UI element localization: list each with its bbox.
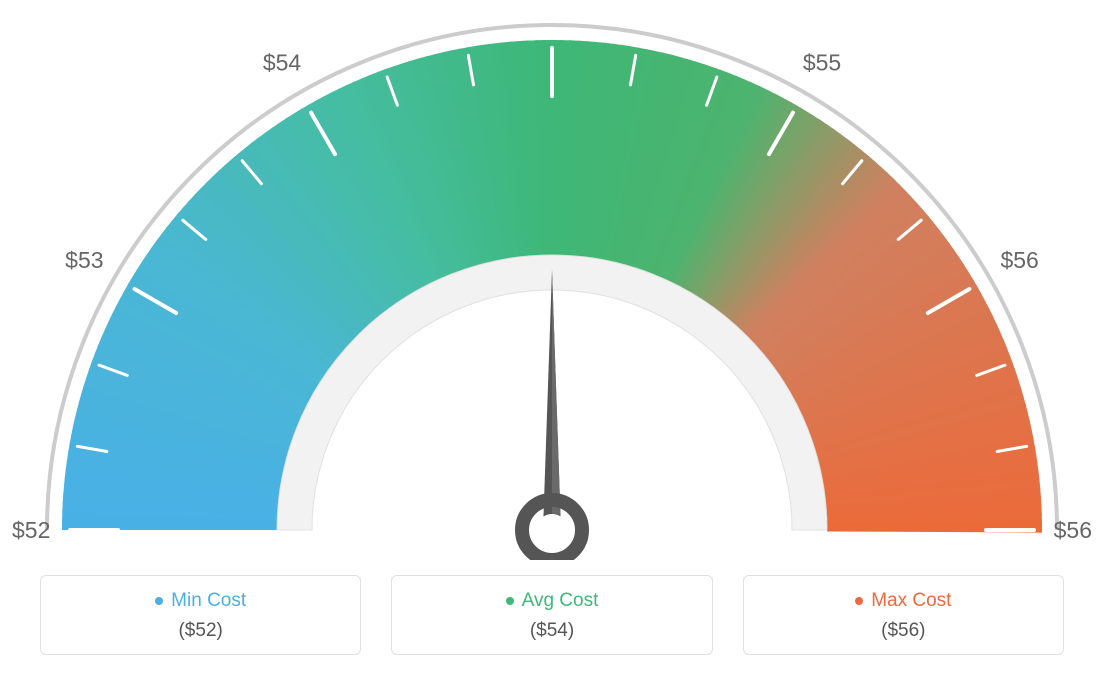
gauge: $52$53$54$54$55$56$56 (0, 0, 1104, 560)
legend-min-label: Min Cost (171, 590, 246, 612)
legend-avg-value: ($54) (404, 620, 699, 642)
legend-avg-dot (506, 597, 514, 605)
legend-min-title: Min Cost (155, 590, 246, 612)
legend-max-value: ($56) (756, 620, 1051, 642)
svg-text:$54: $54 (263, 49, 302, 75)
legend-row: Min Cost ($52) Avg Cost ($54) Max Cost (… (40, 575, 1064, 655)
svg-text:$53: $53 (65, 247, 103, 273)
legend-max-dot (855, 597, 863, 605)
legend-avg-label: Avg Cost (522, 590, 599, 612)
svg-text:$56: $56 (1000, 247, 1038, 273)
legend-avg-title: Avg Cost (506, 590, 599, 612)
legend-min: Min Cost ($52) (40, 575, 361, 655)
legend-min-value: ($52) (53, 620, 348, 642)
gauge-svg: $52$53$54$54$55$56$56 (0, 0, 1104, 560)
legend-min-dot (155, 597, 163, 605)
legend-max-label: Max Cost (871, 590, 951, 612)
svg-text:$56: $56 (1054, 517, 1092, 543)
chart-container: $52$53$54$54$55$56$56 Min Cost ($52) Avg… (0, 0, 1104, 690)
svg-text:$55: $55 (803, 49, 841, 75)
svg-text:$52: $52 (12, 517, 50, 543)
legend-max-title: Max Cost (855, 590, 951, 612)
legend-max: Max Cost ($56) (743, 575, 1064, 655)
legend-avg: Avg Cost ($54) (391, 575, 712, 655)
